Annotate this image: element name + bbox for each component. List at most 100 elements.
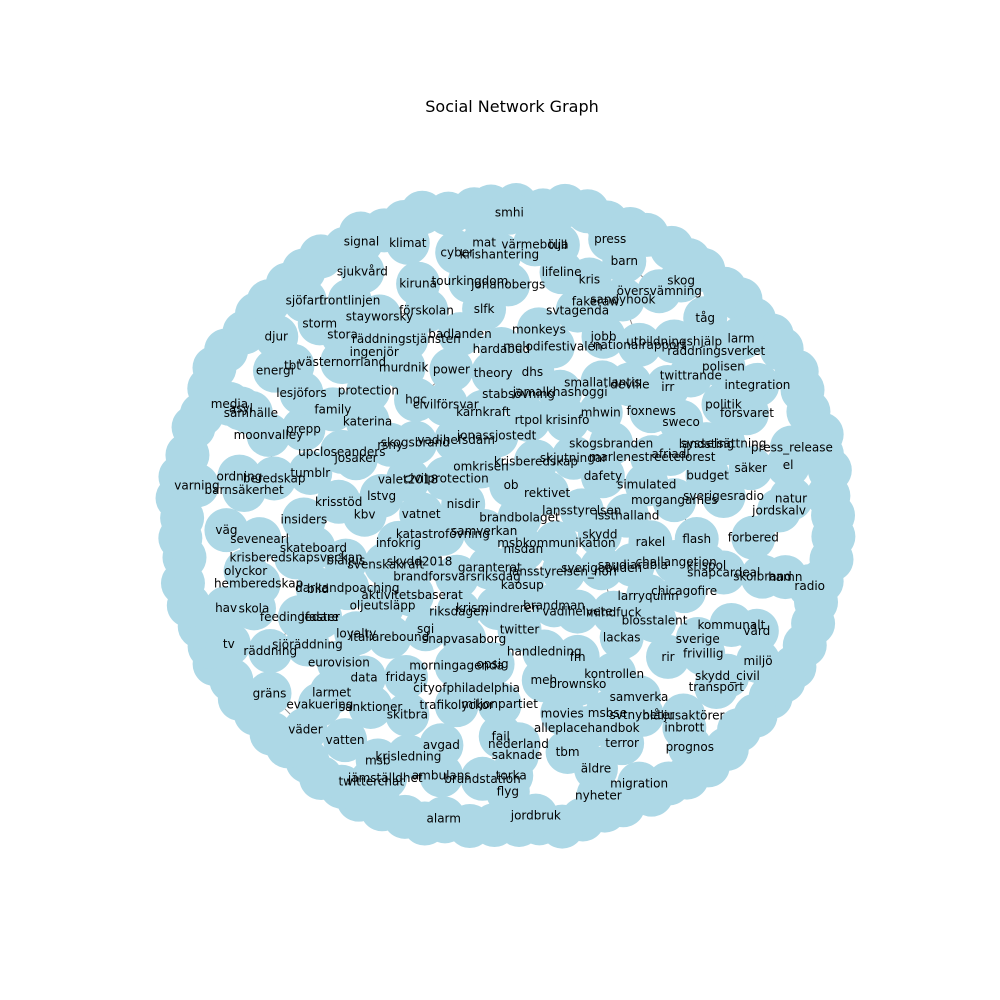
node-label: opsig [477,657,509,671]
node-label: asyl [229,401,253,415]
node-label: katerina [343,414,392,428]
node [323,718,368,763]
graph-title: Social Network Graph [425,97,599,116]
node [694,665,739,710]
node-label: lansstyrelsen_norr [509,564,619,578]
node-label: ob [504,478,519,492]
node-label: vadihelvete [542,605,612,619]
node-label: evakuering [286,698,353,712]
node-label: johanobergs [470,277,545,291]
node-label: msbse [588,706,627,720]
node-label: energi [256,364,294,378]
node-label: torka [496,768,527,782]
node-label: murdnik [379,361,429,375]
node-label: sverigebilden [561,561,642,575]
node-label: migration [610,777,668,791]
node-label: skitbra [387,708,428,722]
node [617,322,662,367]
node-label: hardabud [473,342,531,356]
node [288,450,333,495]
node-label: nisdan [503,542,543,556]
node-label: brandbolaget [479,511,560,525]
node-label: frontlinjen [319,294,380,308]
node-label: infokrig [376,536,421,550]
node-label: jamalkhashoggi [512,385,608,399]
node-label: ambulans [412,768,471,782]
node-label: loyalty [336,626,376,640]
node [769,425,814,470]
node-label: jämställdhet [347,771,423,785]
node-label: fm [570,650,586,664]
node [349,759,394,804]
node-label: msbkommunikation [497,536,615,550]
node-label: brandman [523,598,585,612]
node-label: smallatlantis [564,375,641,389]
node [607,362,652,407]
node-label: skydd2018 [387,555,453,569]
node-label: aktivitetsbaserat [361,588,463,602]
node-label: lstvg [367,489,396,503]
node [429,347,474,392]
node [248,629,293,674]
node-label: sanktioner [339,700,403,714]
node [599,615,644,660]
node-label: ordning [216,470,262,484]
node-label: tumblr [290,466,330,480]
node-label: väder [288,723,322,737]
node-label: afriadl [652,447,690,461]
node-label: skydd [582,527,617,541]
node-label: klimat [389,236,427,250]
node-label: larm [728,331,755,345]
node-label: krismindreren [456,601,539,615]
node-label: larmet [312,685,351,699]
node [247,671,292,716]
node-label: moonvalley [234,428,304,442]
node-label: olyckor [224,564,267,578]
node-label: darkandpoaching [295,581,399,595]
node [683,296,728,341]
node-label: barn [611,254,638,268]
node-label: rsny [377,438,403,452]
node-label: hgc [405,393,427,407]
node-label: inbrott [664,721,704,735]
node-label: varning [174,478,219,492]
node-label: tull [548,238,567,252]
node-label: svtagenda [546,304,609,318]
node-label: äldre [581,762,611,776]
node-label: cityofphiladelphia [413,681,520,695]
node-label: räddning [243,644,297,658]
node-label: morgangames [631,493,718,507]
node-label: upcloseanders [298,445,385,459]
node-label: challangetion [636,555,717,569]
node-label: skogsbranden [569,437,653,451]
node-label: samverkan [451,524,517,538]
node-label: simulated [617,478,676,492]
node [632,598,677,643]
node-label: räddningsverket [667,344,765,358]
node [787,564,832,609]
node [281,497,326,542]
node-label: data [351,670,378,684]
node-label: integration [724,378,790,392]
node-label: politik [705,397,742,411]
node-label: blosstalent [622,614,688,628]
node-label: säker [735,461,768,475]
node-label: civilprotection [404,471,489,485]
node-label: smhi [495,206,524,220]
node-label: mindfuck [586,606,642,620]
node-label: stayworsky [346,309,413,323]
node [434,683,479,728]
node [204,586,249,631]
node [363,542,408,587]
node-label: krisberedskapsveckan [230,550,363,564]
node [367,614,412,659]
node-label: kbv [354,508,376,522]
node-label: garanterat [458,561,522,575]
node-label: skydd_civil [695,669,760,683]
node-label: krisledning [375,750,441,764]
node-label: barnsäkerhet [205,483,285,497]
node-label: protection [338,383,399,397]
node [345,399,390,444]
node-label: terror [605,736,639,750]
node-label: kommunalt [697,618,765,632]
